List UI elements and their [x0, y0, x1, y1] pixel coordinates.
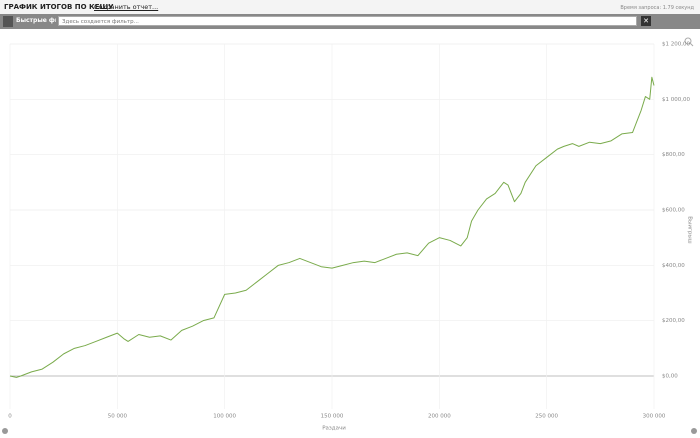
x-tick-label: 0	[8, 414, 12, 420]
x-tick-label: 50 000	[108, 414, 128, 420]
profit-line	[9, 76, 655, 378]
query-time: Время запроса: 1.79 секунд	[620, 5, 694, 11]
x-tick-label: 250 000	[535, 414, 558, 420]
report-title: ГРАФИК ИТОГОВ ПО КЕШУ	[4, 3, 114, 11]
filter-icon[interactable]	[3, 16, 13, 27]
filter-clear[interactable]: ✕	[641, 16, 651, 26]
settings-icon[interactable]	[2, 428, 8, 434]
x-tick-label: 100 000	[213, 414, 236, 420]
zoom-icon[interactable]	[684, 37, 692, 45]
filter-input[interactable]: Здесь создается фильтр...	[58, 16, 637, 26]
y-tick-label: $1 200,00	[662, 42, 690, 48]
x-tick-label: 150 000	[321, 414, 344, 420]
y-tick-label: $1 000,00	[662, 97, 690, 103]
y-tick-label: $200,00	[662, 318, 685, 324]
y-tick-label: $400,00	[662, 263, 685, 269]
y-axis-label: Выигрыш	[687, 216, 693, 243]
zoom-icon	[689, 42, 694, 47]
x-tick-label: 200 000	[428, 414, 451, 420]
y-tick-label: $600,00	[662, 208, 685, 214]
save-link[interactable]: Сохранить отчет...	[94, 3, 159, 11]
settings-icon[interactable]	[691, 428, 697, 434]
filter-bar: Быстрые фильтры Здесь создается фильтр..…	[0, 14, 700, 29]
filter-label: Быстрые фильтры	[16, 17, 56, 24]
x-tick-label: 300 000	[643, 414, 666, 420]
y-tick-label: $0,00	[662, 374, 678, 380]
y-tick-label: $800,00	[662, 152, 685, 158]
x-axis-label: Раздачи	[322, 426, 346, 432]
